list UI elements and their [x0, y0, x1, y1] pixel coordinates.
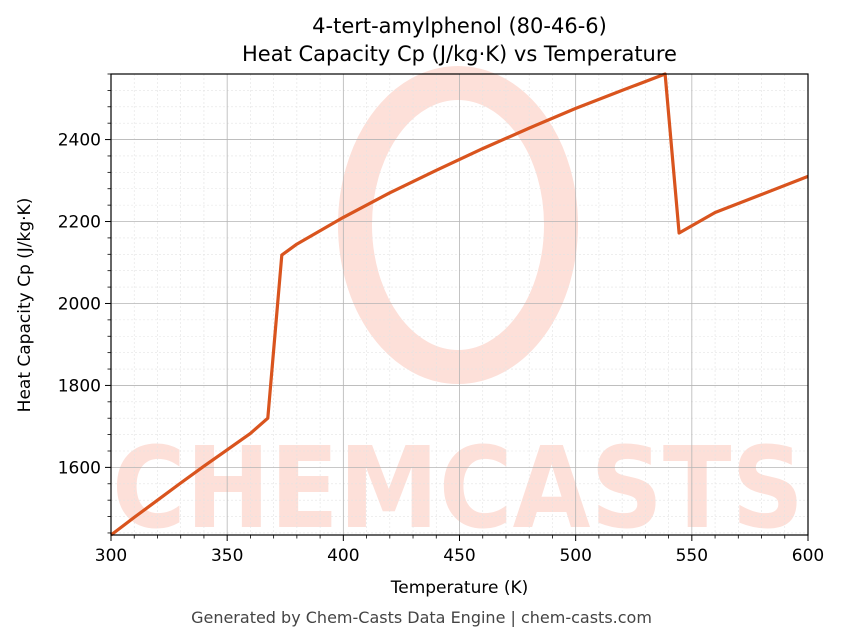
chart-title: 4-tert-amylphenol (80-46-6): [312, 14, 607, 38]
x-tick-label: 350: [211, 546, 243, 566]
y-tick-label: 1600: [58, 458, 101, 478]
x-tick-label: 500: [559, 546, 591, 566]
x-tick-label: 300: [95, 546, 127, 566]
heat-capacity-line: [110, 72, 809, 537]
y-tick-label: 2000: [58, 294, 101, 314]
watermark-logo-ring: [338, 66, 578, 384]
footer-credit: Generated by Chem-Casts Data Engine | ch…: [191, 608, 652, 627]
x-tick-labels: 300 350 400 450 500 550 600: [95, 546, 824, 566]
y-tick-label: 2400: [58, 131, 101, 151]
x-tick-label: 450: [443, 546, 475, 566]
axis-ticks: [105, 73, 809, 541]
x-tick-label: 400: [327, 546, 359, 566]
x-tick-label: 600: [792, 546, 824, 566]
y-axis-label: Heat Capacity Cp (J/kg·K): [15, 198, 35, 413]
watermark: CHEMCASTS: [112, 66, 804, 554]
x-axis-label: Temperature (K): [390, 578, 529, 598]
y-tick-label: 2200: [58, 213, 101, 233]
chart-subtitle: Heat Capacity Cp (J/kg·K) vs Temperature: [242, 42, 677, 66]
y-tick-label: 1800: [58, 376, 101, 396]
y-tick-labels: 1600 1800 2000 2200 2400: [58, 131, 101, 479]
x-tick-label: 550: [676, 546, 708, 566]
